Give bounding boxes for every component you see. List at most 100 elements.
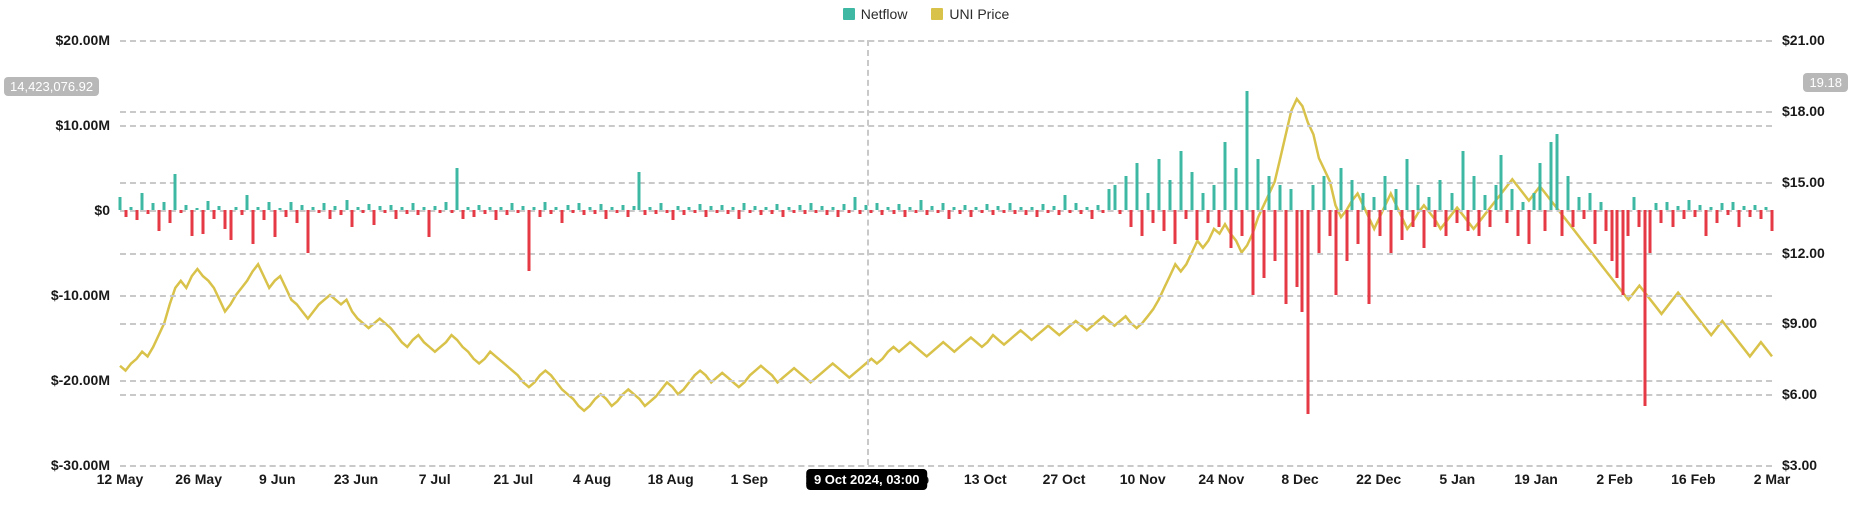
netflow-bar [704,210,707,217]
netflow-bar [1008,203,1011,210]
netflow-bar [538,210,541,217]
netflow-bar [1317,210,1320,253]
netflow-bar [1384,176,1387,210]
netflow-bar [1036,210,1039,217]
netflow-bar [328,210,331,219]
netflow-bar [362,210,365,213]
netflow-bar [914,210,917,213]
gridline [120,111,1772,113]
netflow-bar [1146,193,1149,210]
netflow-bar [627,210,630,217]
x-axis-label: 4 Aug [573,465,611,487]
netflow-bar [1406,159,1409,210]
netflow-bar [1737,210,1740,227]
netflow-bar [1356,210,1359,244]
gridline [120,380,1772,382]
netflow-bar [870,210,873,213]
netflow-bar [185,205,188,210]
netflow-bar [273,210,276,237]
netflow-bar [1704,210,1707,236]
netflow-bar [765,207,768,210]
netflow-bar [306,210,309,253]
netflow-bar [1030,207,1033,210]
netflow-bar [743,203,746,210]
legend-label-netflow: Netflow [861,6,908,22]
netflow-bar [340,210,343,215]
gridline [120,323,1772,325]
netflow-bar [141,193,144,210]
netflow-bar [290,202,293,211]
netflow-bar [715,210,718,213]
netflow-bar [1400,210,1403,240]
netflow-bar [1433,210,1436,227]
netflow-bar [953,207,956,210]
x-axis-label: 16 Feb [1671,465,1715,487]
netflow-bar [279,208,282,210]
netflow-bar [179,210,182,213]
netflow-bar [439,210,442,213]
plot-area[interactable]: $20.00M$10.00M$0$-10.00M$-20.00M$-30.00M… [120,40,1772,465]
netflow-bar [1246,91,1249,210]
x-axis-label: 26 May [175,465,222,487]
gridline [120,253,1772,255]
netflow-bar [119,197,122,210]
netflow-bar [1643,210,1646,406]
netflow-bar [384,210,387,213]
netflow-bar [1373,197,1376,210]
netflow-bar [572,210,575,213]
netflow-bar [157,210,160,231]
x-axis-label: 2 Feb [1596,465,1633,487]
netflow-bar [815,210,818,213]
netflow-bar [726,210,729,214]
netflow-bar [732,207,735,210]
netflow-bar [809,203,812,210]
netflow-bar [152,203,155,210]
legend-label-price: UNI Price [949,6,1009,22]
netflow-bar [699,204,702,210]
netflow-bar [975,207,978,210]
netflow-bar [665,210,668,213]
netflow-bar [721,205,724,210]
netflow-bar [1345,210,1348,261]
netflow-bar [1682,210,1685,219]
netflow-bar [516,210,519,213]
netflow-bar [1538,163,1541,210]
netflow-bar [1422,210,1425,248]
netflow-bar [1748,210,1751,217]
netflow-bar [130,207,133,210]
netflow-bar [660,203,663,210]
netflow-bar [168,210,171,223]
netflow-bar [268,202,271,210]
netflow-bar [909,207,912,210]
netflow-bar [1113,185,1116,211]
netflow-bar [1461,151,1464,211]
netflow-bar [936,210,939,213]
netflow-bar [875,203,878,210]
netflow-bar [1168,180,1171,210]
gridline [120,40,1772,42]
netflow-bar [1190,172,1193,210]
netflow-bar [826,210,829,215]
netflow-bar [411,203,414,210]
netflow-bar [1235,168,1238,211]
netflow-bar [1003,210,1006,213]
netflow-bar [1074,203,1077,210]
netflow-bar [1218,210,1221,227]
netflow-bar [1041,204,1044,210]
netflow-bar [931,206,934,210]
netflow-bar [969,210,972,217]
x-axis-label: 21 Jul [493,465,533,487]
netflow-bar [693,210,696,213]
netflow-bar [776,204,779,210]
netflow-bar [1124,176,1127,210]
netflow-bar [853,197,856,210]
netflow-bar [1025,210,1028,215]
netflow-bar [688,207,691,210]
netflow-bar [964,205,967,210]
x-axis-label: 2 Mar [1754,465,1791,487]
netflow-bar [737,210,740,219]
netflow-bar [1456,210,1459,223]
netflow-bar [527,210,530,271]
x-axis-label: 23 Jun [334,465,378,487]
netflow-bar [1152,210,1155,223]
